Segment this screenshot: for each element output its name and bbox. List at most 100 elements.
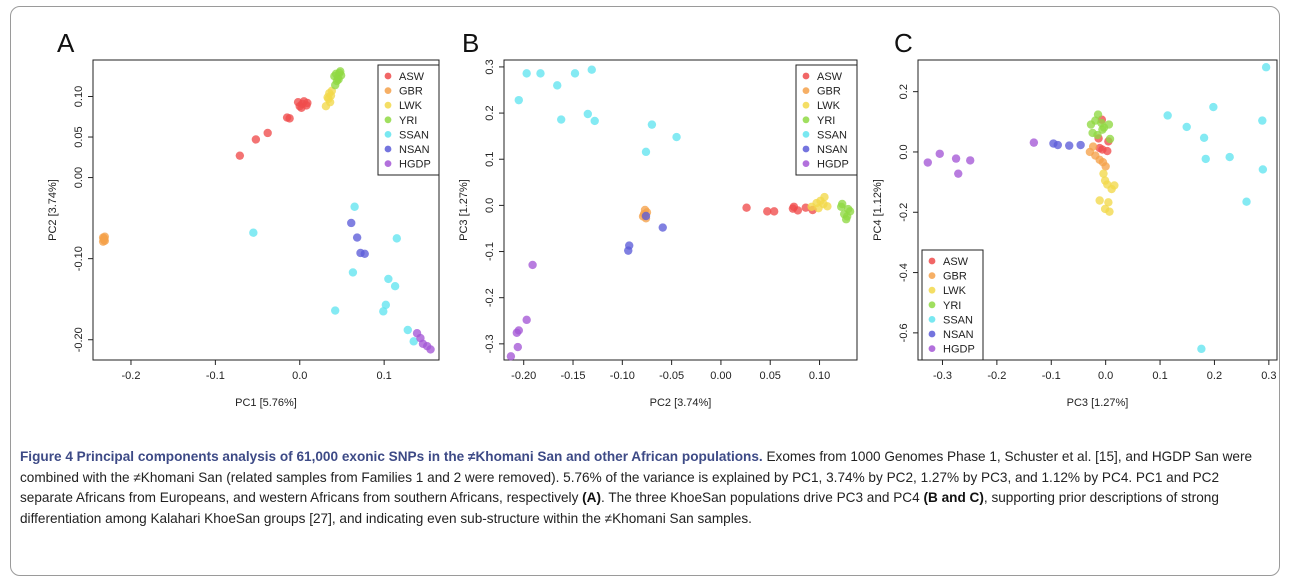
- point-ssan: [331, 306, 340, 315]
- point-ssan: [590, 116, 599, 126]
- point-nsan: [1076, 140, 1085, 150]
- legend-marker: [802, 145, 810, 153]
- panel-letter: C: [894, 28, 913, 58]
- point-ssan: [1261, 63, 1271, 72]
- legend-marker: [384, 116, 392, 124]
- legend-marker: [802, 160, 810, 168]
- point-ssan: [536, 69, 545, 78]
- point-hgdp: [954, 169, 963, 178]
- legend-label: LWK: [399, 100, 423, 112]
- point-ssan: [1201, 154, 1210, 164]
- figure-plots: A -0.2 -0.1 0.0 0.1 -0.20 -0.10 0.00 0.05 0.10 PC1…: [47, 28, 1278, 409]
- y-tick-label: 0.00: [73, 167, 85, 188]
- point-ssan: [1182, 122, 1191, 132]
- point-yri: [1093, 110, 1103, 119]
- x-tick-label: -0.2: [987, 370, 1006, 382]
- point-yri: [1104, 120, 1114, 129]
- legend-label: NSAN: [399, 144, 430, 156]
- y-tick-label: -0.6: [898, 323, 910, 342]
- point-lwk: [819, 199, 828, 209]
- panel-letter: B: [462, 28, 479, 58]
- point-ssan: [384, 274, 393, 284]
- point-hgdp: [528, 260, 537, 270]
- point-nsan: [658, 223, 667, 232]
- point-lwk: [1095, 196, 1104, 205]
- point-gbr: [100, 236, 110, 246]
- x-tick-label: 0.0: [292, 370, 307, 382]
- point-ssan: [587, 65, 596, 74]
- plot-frame: [917, 59, 1278, 361]
- point-ssan: [1225, 152, 1234, 162]
- point-asw: [263, 128, 272, 138]
- x-tick-label: 0.0: [1098, 370, 1113, 382]
- point-ssan: [409, 337, 418, 346]
- x-axis-label: PC2 [3.74%]: [650, 397, 712, 409]
- legend-marker: [384, 160, 392, 168]
- point-yri: [336, 67, 345, 76]
- plot-frame: [503, 59, 858, 361]
- point-gbr: [1088, 142, 1098, 151]
- legend-marker: [384, 101, 392, 109]
- y-tick-label: -0.3: [484, 334, 496, 353]
- legend-label: HGDP: [817, 159, 849, 171]
- point-asw: [235, 151, 245, 160]
- point-asw: [1103, 146, 1112, 156]
- point-ssan: [553, 81, 562, 90]
- point-yri: [1093, 130, 1102, 140]
- point-lwk: [325, 97, 335, 107]
- caption-ref-bc: (B and C): [923, 490, 984, 506]
- legend-marker: [928, 272, 936, 279]
- figure-frame: [10, 6, 1280, 576]
- point-ssan: [403, 325, 412, 335]
- legend-marker: [802, 87, 810, 94]
- point-yri: [1098, 125, 1107, 134]
- legend-marker: [384, 145, 392, 153]
- point-asw: [769, 207, 779, 216]
- point-ssan: [1209, 102, 1218, 112]
- point-ssan: [348, 268, 358, 277]
- point-ssan: [570, 69, 580, 78]
- point-ssan: [350, 202, 359, 211]
- point-lwk: [1104, 198, 1113, 207]
- point-ssan: [1163, 111, 1172, 120]
- point-yri: [845, 207, 855, 216]
- point-ssan: [647, 120, 657, 129]
- legend-label: ASW: [943, 256, 969, 268]
- caption-ref-a: (A): [582, 490, 602, 506]
- point-hgdp: [506, 352, 516, 361]
- legend-label: LWK: [817, 100, 841, 112]
- legend-label: GBR: [943, 271, 967, 283]
- x-tick-label: 0.3: [1261, 370, 1276, 382]
- point-hgdp: [512, 328, 522, 337]
- panel-b-scatter: B -0.20 -0.15 -0.10 -0.05 0.00 0.05 0.10 -0.3 -0.…: [458, 28, 858, 409]
- point-lwk: [1105, 207, 1114, 216]
- point-nsan: [1065, 141, 1074, 150]
- x-tick-label: 0.10: [809, 370, 830, 382]
- legend-marker: [802, 101, 810, 109]
- x-tick-label: -0.20: [511, 370, 536, 382]
- x-axis-label: PC3 [1.27%]: [1067, 397, 1129, 409]
- point-gbr: [1101, 162, 1110, 171]
- legend-label: YRI: [399, 115, 417, 127]
- point-ssan: [522, 69, 531, 78]
- y-tick-label: 0.2: [484, 105, 496, 120]
- x-tick-label: 0.1: [1152, 370, 1167, 382]
- point-asw: [251, 135, 261, 144]
- point-ssan: [390, 282, 400, 291]
- y-tick-label: -0.2: [484, 288, 496, 307]
- legend-marker: [928, 330, 936, 338]
- y-tick-label: -0.1: [484, 242, 496, 261]
- point-hgdp: [1029, 138, 1039, 147]
- legend-marker: [928, 257, 936, 265]
- y-tick-label: 0.0: [484, 198, 496, 213]
- y-tick-label: 0.05: [73, 126, 85, 147]
- point-ssan: [249, 228, 258, 237]
- point-asw: [763, 207, 772, 216]
- legend-marker: [384, 72, 392, 80]
- x-tick-label: -0.2: [121, 370, 140, 382]
- point-yri: [1105, 134, 1115, 144]
- y-tick-label: 0.2: [898, 84, 910, 99]
- legend-label: LWK: [943, 285, 967, 297]
- point-lwk: [1110, 181, 1119, 190]
- plot-frame: [92, 59, 440, 361]
